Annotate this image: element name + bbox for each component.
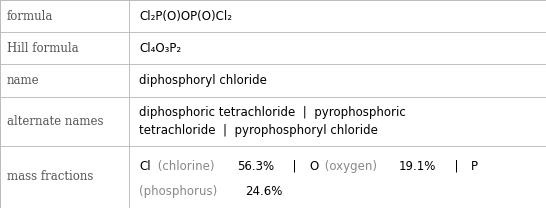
Bar <box>0 64 129 97</box>
Bar <box>0 0 129 32</box>
Text: (oxygen): (oxygen) <box>322 160 381 173</box>
Text: Cl₂P(O)OP(O)Cl₂: Cl₂P(O)OP(O)Cl₂ <box>139 10 232 23</box>
Text: 24.6%: 24.6% <box>245 185 282 198</box>
Text: formula: formula <box>7 10 54 23</box>
Text: diphosphoric tetrachloride  |  pyrophosphoric: diphosphoric tetrachloride | pyrophospho… <box>139 106 406 119</box>
Text: Cl: Cl <box>139 160 151 173</box>
Bar <box>0 32 129 64</box>
Text: (phosphorus): (phosphorus) <box>139 185 221 198</box>
Text: mass fractions: mass fractions <box>7 170 93 183</box>
Text: tetrachloride  |  pyrophosphoryl chloride: tetrachloride | pyrophosphoryl chloride <box>139 124 378 137</box>
Text: 56.3%: 56.3% <box>237 160 274 173</box>
Bar <box>129 64 546 97</box>
Text: 19.1%: 19.1% <box>399 160 436 173</box>
Bar <box>129 97 546 146</box>
Text: (chlorine): (chlorine) <box>154 160 218 173</box>
Text: alternate names: alternate names <box>7 115 104 128</box>
Text: name: name <box>7 74 40 87</box>
Text: Cl₄O₃P₂: Cl₄O₃P₂ <box>139 42 181 55</box>
Bar <box>0 97 129 146</box>
Text: |: | <box>447 160 466 173</box>
Bar <box>129 146 546 208</box>
Text: Hill formula: Hill formula <box>7 42 79 55</box>
Text: O: O <box>310 160 319 173</box>
Bar <box>129 32 546 64</box>
Text: |: | <box>285 160 304 173</box>
Text: diphosphoryl chloride: diphosphoryl chloride <box>139 74 267 87</box>
Bar <box>129 0 546 32</box>
Bar <box>0 146 129 208</box>
Text: P: P <box>471 160 478 173</box>
